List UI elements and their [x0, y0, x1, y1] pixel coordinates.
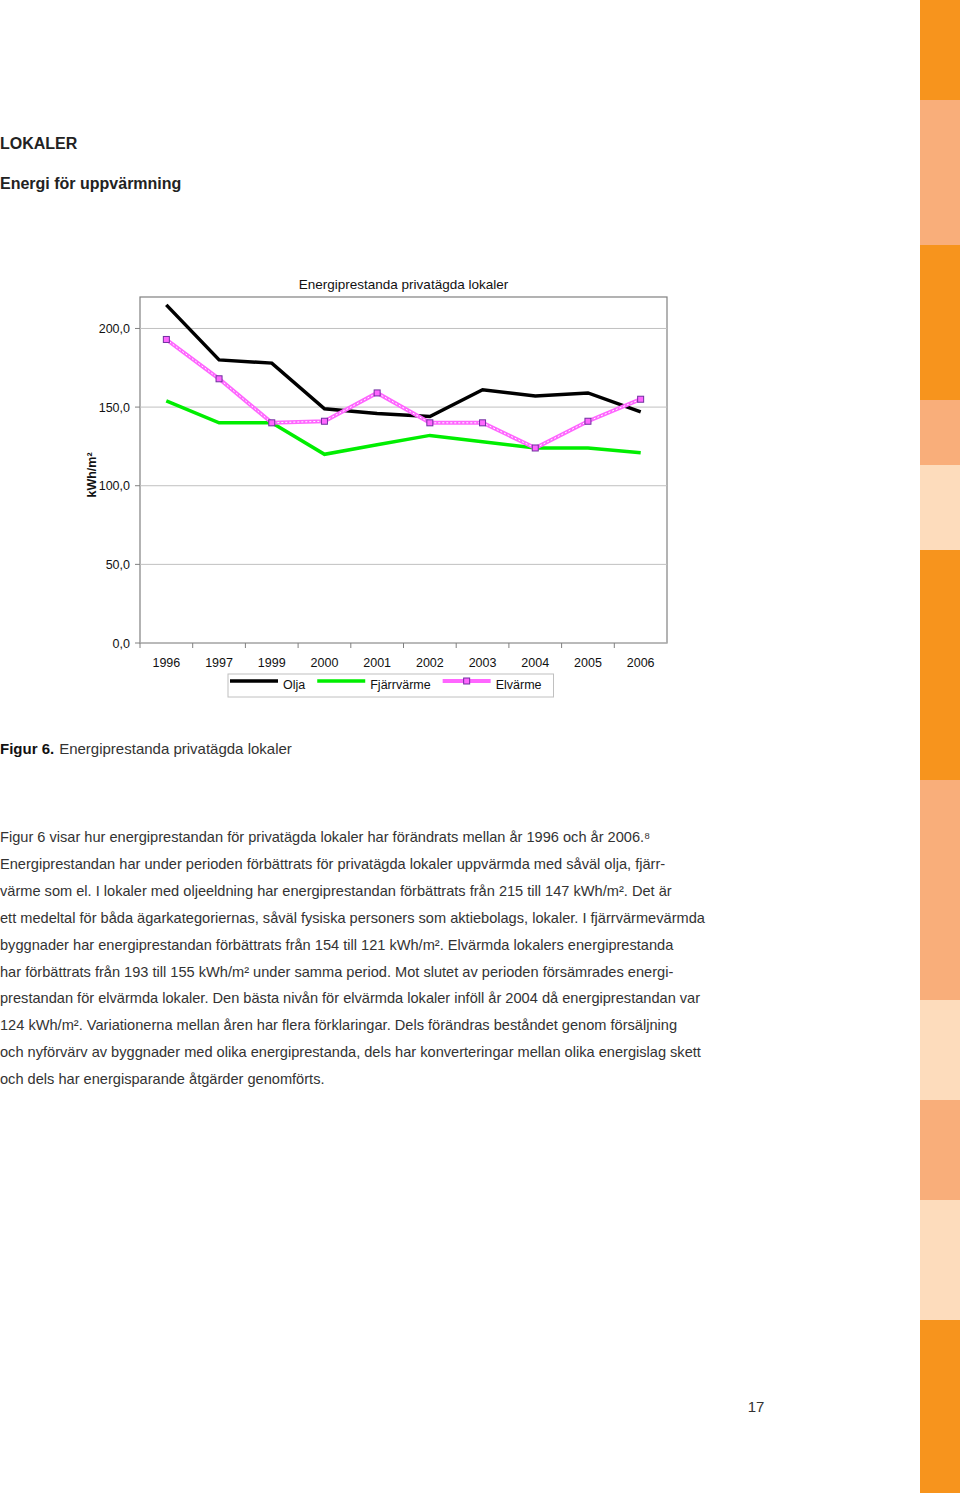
- series-marker: [585, 418, 591, 424]
- x-tick-label: 1996: [152, 656, 180, 670]
- caption-label: Figur 6.: [0, 740, 54, 757]
- body-line: byggnader har energiprestandan förbättra…: [0, 937, 674, 953]
- series-marker: [216, 376, 222, 382]
- y-tick-label: 50,0: [106, 558, 130, 572]
- x-tick-mark: [561, 643, 562, 648]
- body-line: värme som el. I lokaler med oljeeldning …: [0, 883, 672, 899]
- x-tick-label: 2006: [627, 656, 655, 670]
- stripe: [920, 780, 960, 1000]
- series-marker: [269, 420, 275, 426]
- body-line: Energiprestandan har under perioden förb…: [0, 856, 665, 872]
- body-line: prestandan för elvärmda lokaler. Den bäs…: [0, 990, 700, 1006]
- plot-frame: [140, 297, 667, 643]
- tick-mark: [135, 643, 140, 644]
- series-line: [166, 305, 640, 417]
- edge-stripes: [920, 0, 960, 1493]
- x-tick-mark: [456, 643, 457, 648]
- tick-mark: [135, 407, 140, 408]
- legend-label: Fjärrvärme: [370, 678, 430, 692]
- x-tick-label: 1997: [205, 656, 233, 670]
- y-tick-label: 0,0: [113, 637, 130, 651]
- section-title: LOKALER: [0, 135, 78, 152]
- series-line: [166, 340, 640, 449]
- line-pattern: [166, 340, 640, 449]
- tick-mark: [135, 564, 140, 565]
- grid-line: [140, 485, 667, 486]
- x-tick-mark: [298, 643, 299, 648]
- body-line: och dels har energisparande åtgärder gen…: [0, 1071, 325, 1087]
- stripe: [920, 0, 960, 100]
- legend-label: Elvärme: [496, 678, 542, 692]
- stripe: [920, 245, 960, 400]
- caption-text: Energiprestanda privatägda lokaler: [59, 740, 292, 757]
- stripe: [920, 1000, 960, 1100]
- stripe: [920, 550, 960, 780]
- y-tick-label: 200,0: [99, 322, 130, 336]
- x-tick-label: 2001: [363, 656, 391, 670]
- grid-line: [140, 564, 667, 565]
- legend-label: Olja: [283, 678, 305, 692]
- chart-title: Energiprestanda privatägda lokaler: [299, 277, 509, 292]
- x-tick-label: 2005: [574, 656, 602, 670]
- chart: 0,0 50,0 100,0 150,0 200,0 1996 1997 1999 2000 20…: [85, 277, 667, 697]
- x-tick-label: 1999: [258, 656, 286, 670]
- x-tick-mark: [508, 643, 509, 648]
- legend-box: [228, 674, 554, 697]
- series-group: [163, 305, 643, 454]
- legend-swatch: [443, 679, 491, 683]
- legend-swatch: [317, 679, 365, 683]
- body-line: ett medeltal för båda ägarkategoriernas,…: [0, 910, 706, 926]
- x-tick-label: 2003: [469, 656, 497, 670]
- page: LOKALER Energi för uppvärmning 0,0 50,0 100,…: [0, 0, 960, 1493]
- page-number: 17: [748, 1398, 765, 1415]
- y-tick-label: 150,0: [99, 401, 130, 415]
- body-line: har förbättrats från 193 till 155 kWh/m²…: [0, 964, 673, 980]
- x-tick-mark: [350, 643, 351, 648]
- stripe: [920, 1320, 960, 1493]
- figure-caption: Figur 6. Energiprestanda privatägda lokal…: [0, 740, 292, 757]
- stripe: [920, 465, 960, 550]
- stripe: [920, 400, 960, 465]
- x-tick-mark: [140, 643, 141, 648]
- series-marker: [638, 396, 644, 402]
- tick-mark: [135, 328, 140, 329]
- series-marker: [480, 420, 486, 426]
- stripe: [920, 100, 960, 245]
- heading: Energi för uppvärmning: [0, 175, 181, 192]
- series-marker: [532, 445, 538, 451]
- y-tick-label: 100,0: [99, 479, 130, 493]
- series-marker: [321, 418, 327, 424]
- series-marker: [163, 336, 169, 342]
- legend-swatch: [230, 679, 278, 683]
- x-tick-mark: [192, 643, 193, 648]
- body-line: Figur 6 visar hur energiprestandan för p…: [0, 829, 650, 845]
- x-tick-label: 2002: [416, 656, 444, 670]
- body-line: 124 kWh/m². Variationerna mellan åren ha…: [0, 1017, 677, 1033]
- y-axis-label: kWh/m²: [85, 452, 99, 497]
- legend-marker: [464, 678, 470, 684]
- x-tick-mark: [614, 643, 615, 648]
- x-tick-mark: [403, 643, 404, 648]
- tick-mark: [135, 485, 140, 486]
- legend: Olja Fjärrvärme Elvärme: [228, 674, 554, 697]
- series-marker: [427, 420, 433, 426]
- x-tick-mark: [245, 643, 246, 648]
- series-marker: [374, 390, 380, 396]
- body-line: och nyförvärv av byggnader med olika ene…: [0, 1044, 701, 1060]
- x-tick-label: 2000: [311, 656, 339, 670]
- stripe: [920, 1200, 960, 1320]
- grid-line: [140, 328, 667, 329]
- x-tick-label: 2004: [521, 656, 549, 670]
- stripe: [920, 1100, 960, 1200]
